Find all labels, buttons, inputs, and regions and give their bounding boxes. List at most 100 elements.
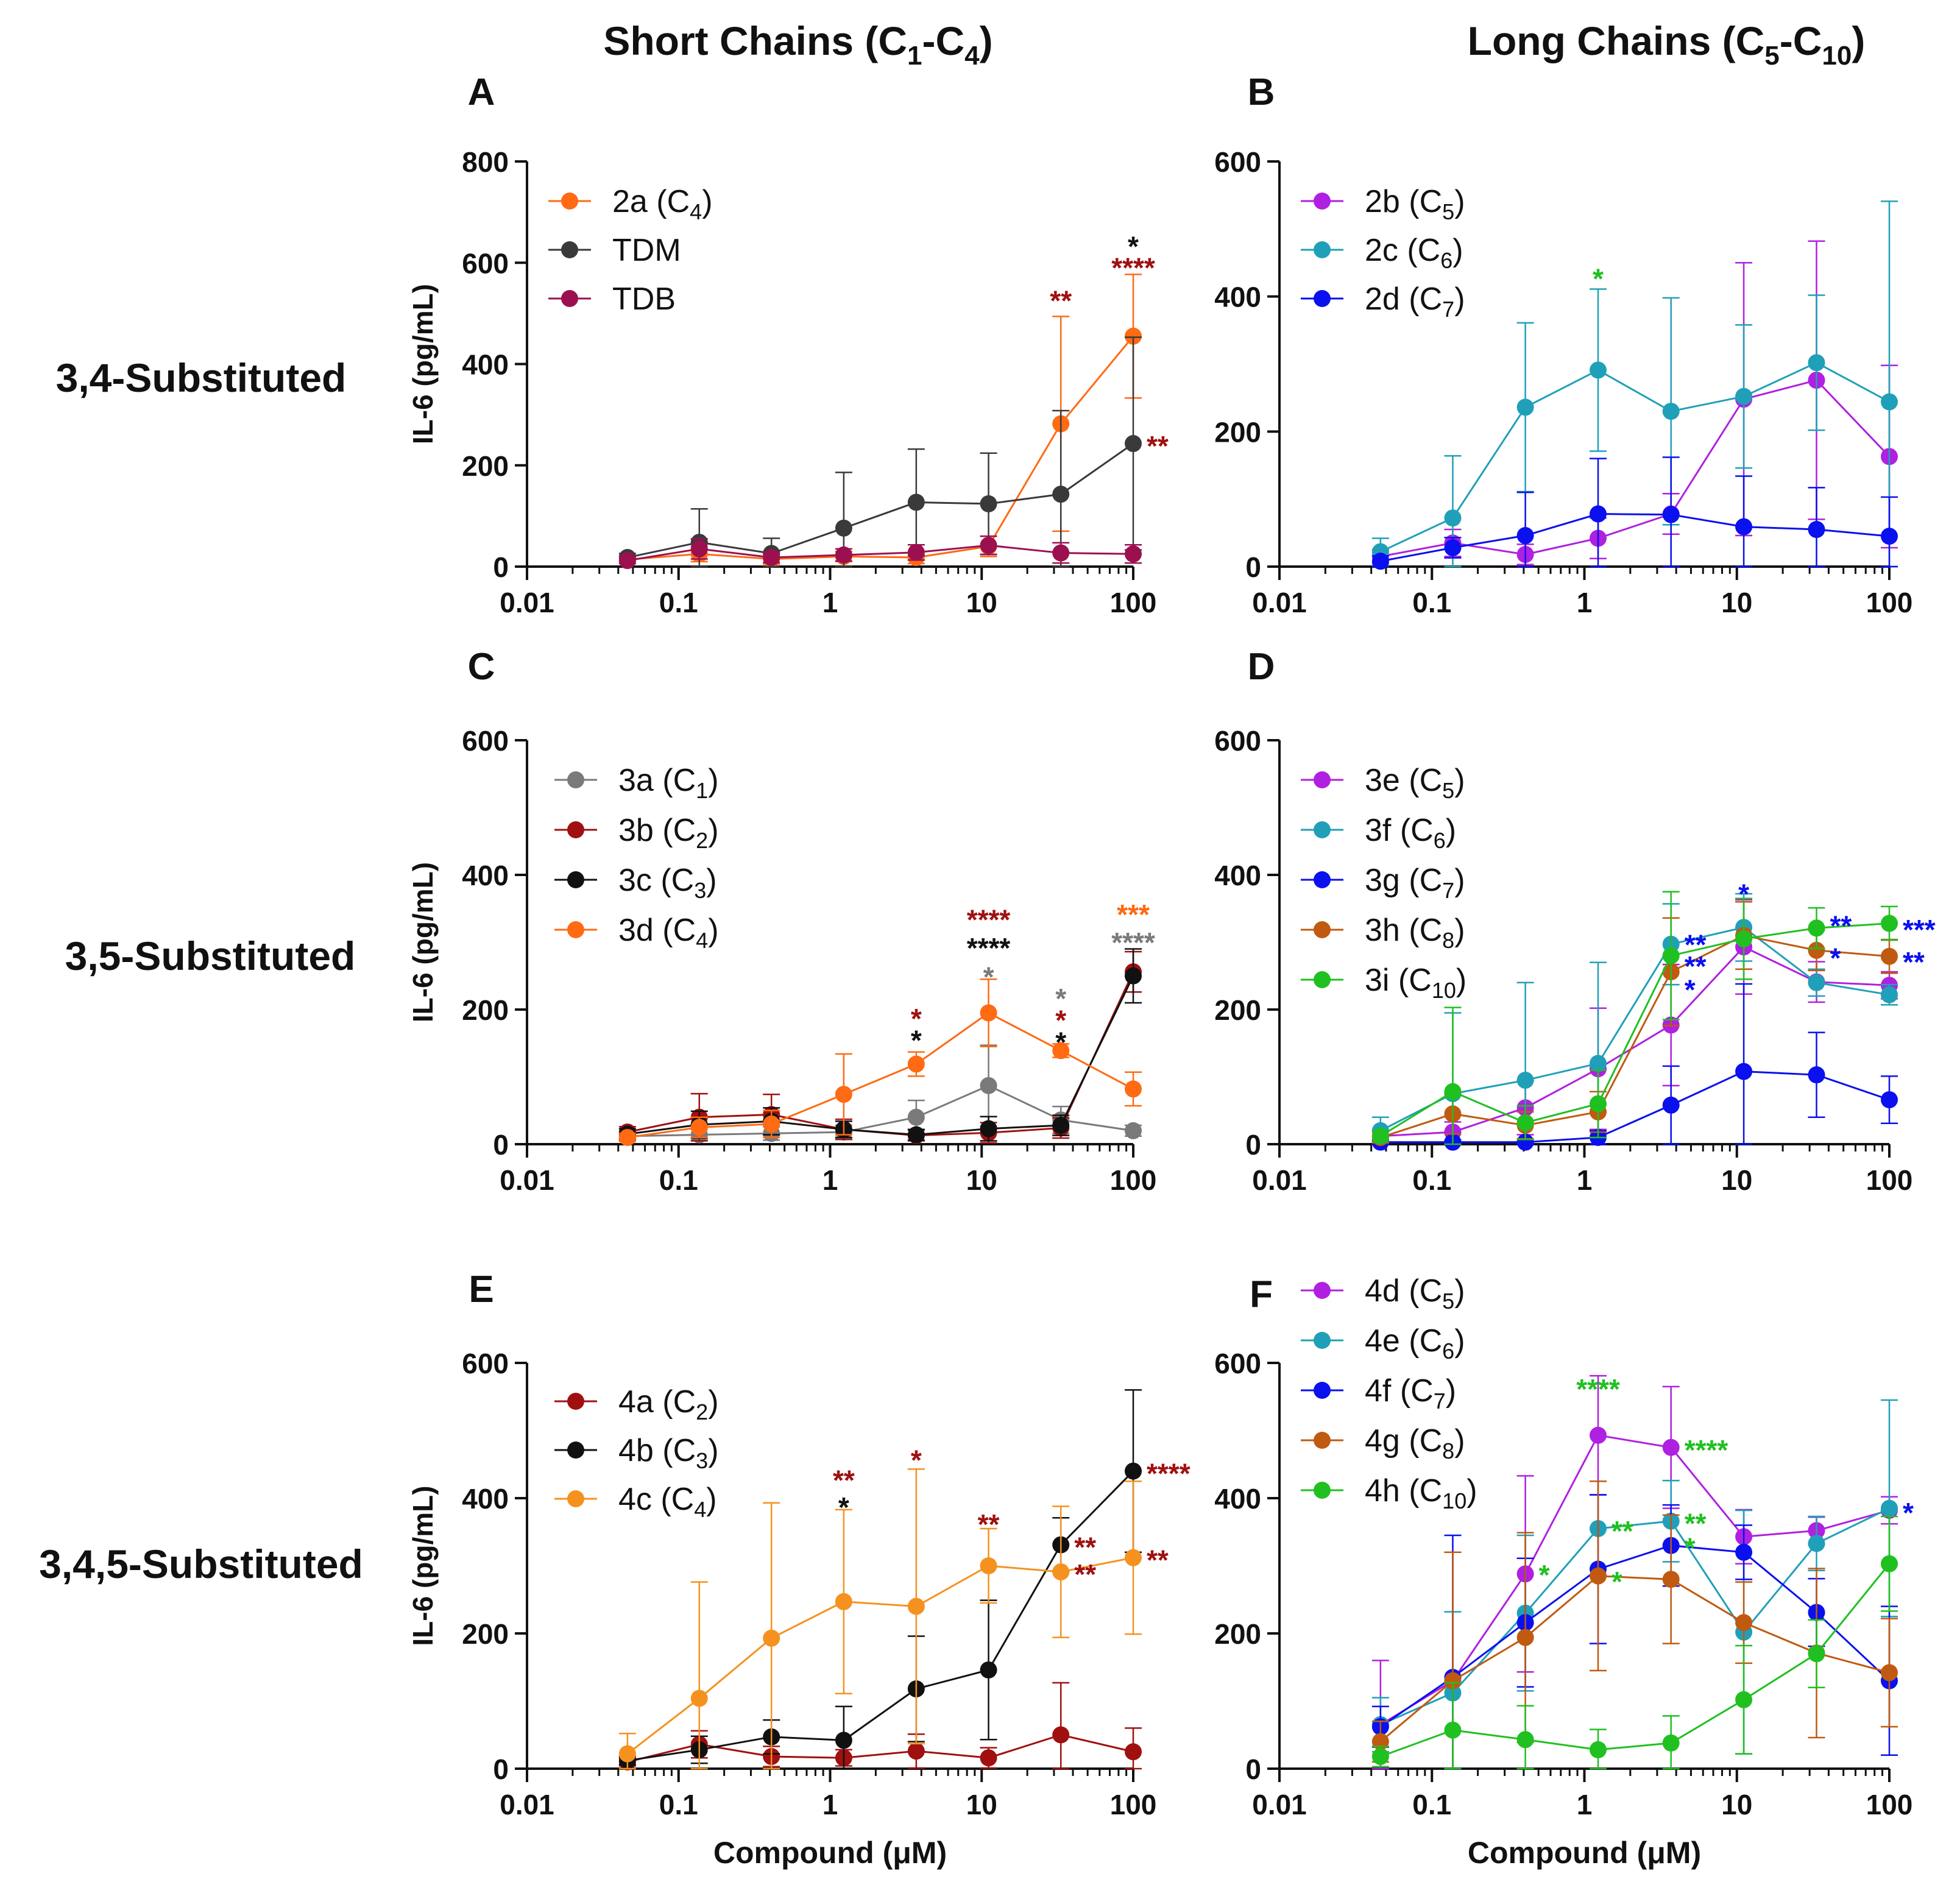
data-point (1589, 1567, 1607, 1585)
legend-swatch-marker (561, 241, 578, 258)
data-point (980, 495, 997, 512)
significance-marker: ** (1903, 946, 1925, 978)
data-point (1735, 1614, 1753, 1632)
legend-label: 4b (C3) (618, 1433, 719, 1473)
panel-letter: D (1248, 646, 1275, 688)
series-line (1380, 922, 1890, 1137)
panel-B: B 0 200 400 600 0.01 0.1 1 10 100 2b (C5) 2c (C6) 2d… (1214, 71, 1912, 618)
data-point (1662, 506, 1680, 523)
legend-swatch-marker (1314, 241, 1331, 258)
data-point (1808, 1066, 1825, 1084)
significance-marker: ** (1685, 950, 1707, 982)
legend-swatch-marker (567, 921, 584, 938)
x-tick-label: 0.1 (659, 1789, 698, 1820)
legend: 4d (C5) 4e (C6) 4f (C7) 4g (C8) 4h (C10) (1301, 1273, 1477, 1513)
data-point (1444, 1083, 1462, 1100)
legend-label: 4f (C7) (1365, 1373, 1456, 1413)
x-axis-label: Compound (μM) (1468, 1836, 1701, 1870)
legend-label: 3c (C3) (618, 863, 717, 903)
data-point (1125, 545, 1142, 563)
data-point (1516, 527, 1534, 545)
data-point (1516, 1629, 1534, 1646)
data-point (907, 1108, 925, 1126)
data-point (1808, 354, 1825, 372)
y-tick-label: 400 (462, 1483, 509, 1515)
significance-marker: **** (1576, 1373, 1620, 1405)
x-tick-label: 1 (823, 587, 838, 618)
data-point (1881, 1555, 1898, 1572)
data-point (763, 549, 780, 567)
data-point (763, 1629, 780, 1647)
data-point (1052, 1563, 1070, 1580)
series-line (627, 1733, 1134, 1763)
significance-marker: ** (1830, 910, 1852, 942)
x-tick-label: 100 (1866, 1164, 1913, 1196)
y-tick-label: 400 (1214, 1483, 1261, 1515)
series-line (627, 1470, 1134, 1762)
significance-marker: ** (1147, 1544, 1169, 1576)
data-point (1371, 553, 1389, 570)
series-4d (1371, 1374, 1898, 1770)
series-4c (618, 1468, 1142, 1770)
x-tick-label: 0.1 (1412, 1164, 1451, 1196)
legend-label: 3a (C1) (618, 763, 719, 803)
legend-swatch-marker (1314, 193, 1331, 210)
significance-marker: ** (1074, 1532, 1096, 1563)
legend-label: 4a (C2) (618, 1384, 719, 1424)
significance-marker: * (1055, 983, 1066, 1014)
significance-marker: * (1903, 1497, 1914, 1529)
series-2d (1371, 456, 1898, 570)
data-point (1662, 1096, 1680, 1114)
x-tick-label: 1 (823, 1164, 838, 1196)
data-point (1516, 1072, 1534, 1089)
legend-swatch-marker (561, 290, 578, 307)
series-line (1380, 946, 1890, 1137)
panel-letter: A (468, 71, 495, 113)
data-point (1052, 486, 1070, 503)
legend-swatch-marker (1314, 1482, 1331, 1499)
data-point (1735, 930, 1753, 947)
panel-F: F 0 200 400 600 0.01 0.1 1 10 100 Compound (μM) 4d … (1214, 1273, 1914, 1870)
data-point (1125, 1080, 1142, 1098)
y-tick-label: 600 (1214, 725, 1261, 757)
data-point (1881, 393, 1898, 411)
significance-marker: * (1738, 879, 1749, 910)
row-label-3-4-5-substituted: 3,4,5-Substituted (39, 1541, 363, 1587)
data-point (980, 1004, 997, 1022)
data-point (1808, 1645, 1825, 1663)
significance-marker: *** (1903, 914, 1936, 946)
significance-marker: * (1593, 263, 1604, 294)
y-tick-label: 0 (493, 551, 509, 583)
x-tick-label: 0.01 (500, 1789, 554, 1820)
panel-C: C 0 200 400 600 0.01 0.1 1 10 100 IL-6 (pg/mL) 3a (… (407, 646, 1156, 1196)
data-point (907, 1597, 925, 1615)
y-tick-label: 800 (462, 146, 509, 178)
data-point (690, 1119, 708, 1136)
significance-marker: * (911, 1003, 922, 1035)
data-point (835, 1593, 852, 1610)
data-point (1371, 1748, 1389, 1766)
series-line (1380, 1434, 1890, 1726)
series-line (627, 975, 1134, 1136)
series-line (1380, 1507, 1890, 1726)
data-point (907, 1742, 925, 1760)
data-point (618, 1128, 636, 1146)
significance-marker: * (1128, 230, 1139, 262)
y-tick-label: 600 (1214, 1348, 1261, 1379)
significance-marker: * (1055, 1027, 1066, 1058)
series-line (627, 544, 1134, 562)
legend-swatch-marker (567, 821, 584, 838)
data-point (1735, 1543, 1753, 1561)
row-labels: 3,4-Substituted 3,5-Substituted 3,4,5-Su… (39, 355, 363, 1587)
legend-swatch-marker (561, 193, 578, 210)
x-tick-label: 10 (1721, 587, 1752, 618)
y-tick-label: 0 (1245, 551, 1261, 583)
y-tick-label: 200 (462, 450, 509, 482)
legend-label: 3b (C2) (618, 813, 719, 853)
data-point (1589, 505, 1607, 523)
legend-label: 2d (C7) (1365, 281, 1465, 322)
series-2a (618, 274, 1142, 568)
legend-label: 2b (C5) (1365, 184, 1465, 224)
legend-label: 4h (C10) (1365, 1473, 1477, 1513)
